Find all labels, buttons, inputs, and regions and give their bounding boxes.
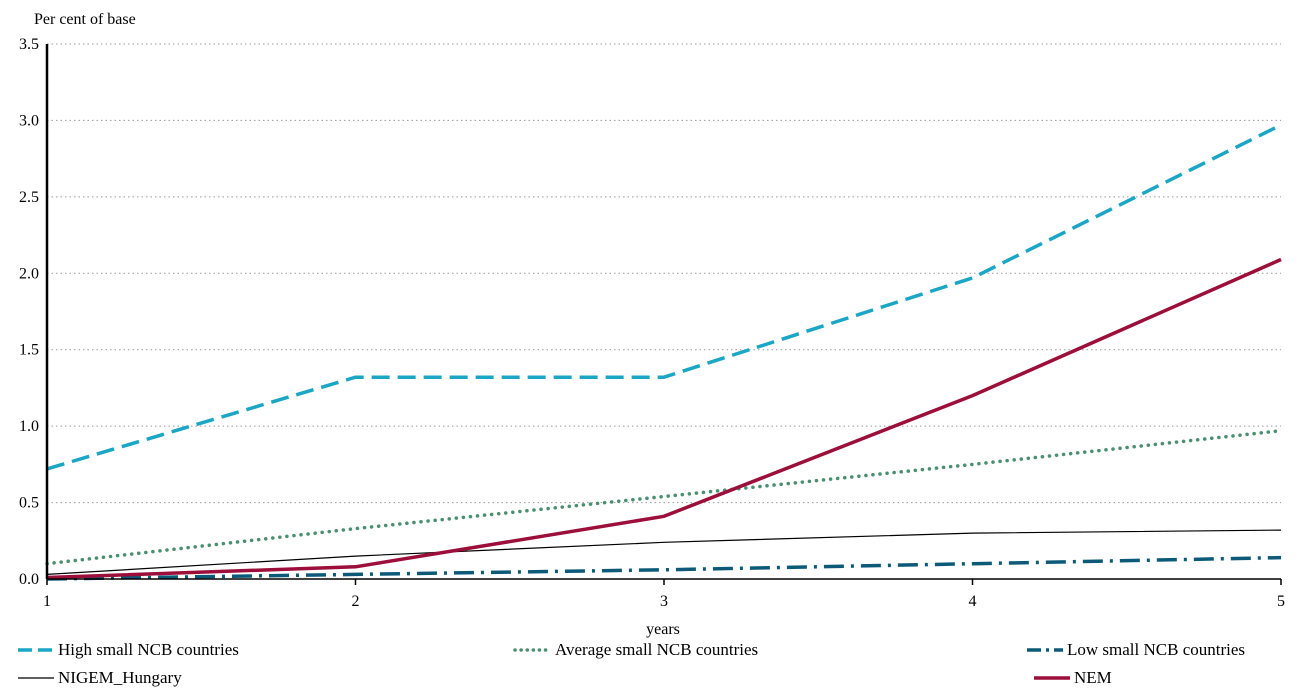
y-tick-label: 1.5 <box>19 342 39 359</box>
legend-label: High small NCB countries <box>58 640 239 659</box>
legend: High small NCB countries Average small NC… <box>18 640 1245 687</box>
x-axis-label: years <box>646 621 680 638</box>
y-tick-label: 3.0 <box>19 112 39 129</box>
series-line-2 <box>46 555 1282 581</box>
x-tick-label: 3 <box>660 593 668 610</box>
y-tick-label: 2.0 <box>19 265 39 282</box>
x-tick-label: 2 <box>352 593 360 610</box>
series-line-4 <box>46 257 1282 580</box>
legend-label: Low small NCB countries <box>1067 640 1245 659</box>
x-tick-labels: 1 2 3 4 5 <box>43 593 1285 610</box>
y-tick-label: 1.0 <box>19 418 39 435</box>
x-tick-label: 4 <box>969 593 977 610</box>
legend-label: NEM <box>1074 668 1112 687</box>
grid-lines <box>47 43 1281 504</box>
legend-item-1: Average small NCB countries <box>513 640 758 659</box>
y-tick-label: 0.5 <box>19 495 39 512</box>
axes <box>45 44 1282 585</box>
series-line-0 <box>46 123 1282 471</box>
legend-item-0: High small NCB countries <box>18 640 239 659</box>
legend-label: NIGEM_Hungary <box>58 668 182 687</box>
legend-item-4: NEM <box>1034 668 1112 687</box>
y-tick-label: 0.0 <box>19 571 39 588</box>
series-lines <box>45 123 1283 581</box>
x-tick-label: 1 <box>43 593 51 610</box>
y-tick-labels: 0.0 0.5 1.0 1.5 2.0 2.5 3.0 3.5 <box>19 36 39 588</box>
legend-item-3: NIGEM_Hungary <box>18 668 182 687</box>
series-line-3 <box>46 529 1282 575</box>
x-tick-label: 5 <box>1277 593 1285 610</box>
y-axis-label: Per cent of base <box>34 11 136 28</box>
y-tick-label: 2.5 <box>19 189 39 206</box>
series-line-1 <box>45 428 1283 566</box>
legend-label: Average small NCB countries <box>555 640 758 659</box>
y-tick-label: 3.5 <box>19 36 39 53</box>
legend-item-2: Low small NCB countries <box>1027 640 1245 659</box>
